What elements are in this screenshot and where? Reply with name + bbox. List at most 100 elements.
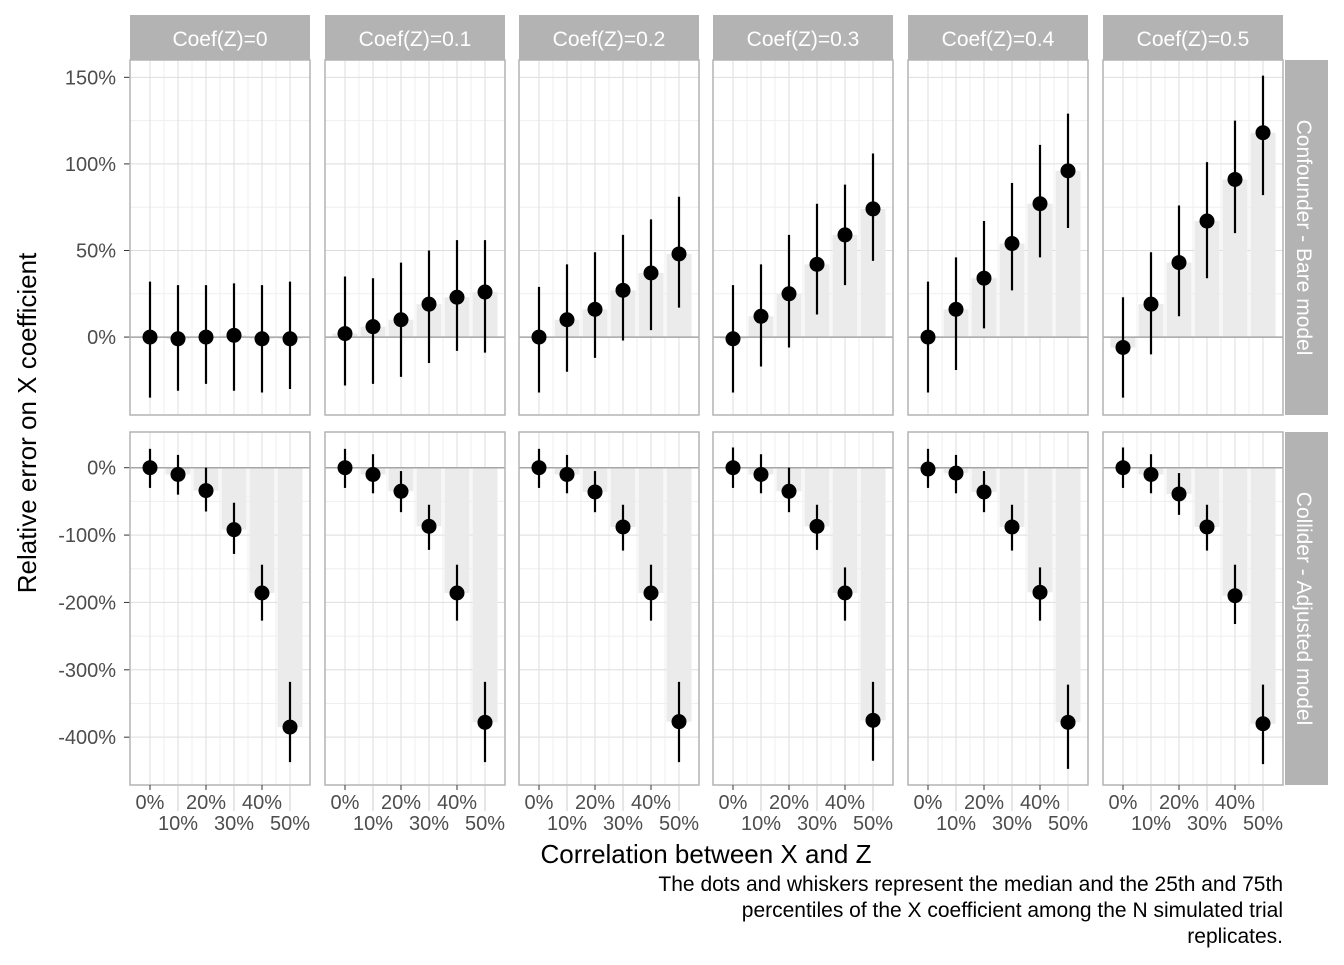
x-tick-label: 50% bbox=[1048, 813, 1088, 835]
median-point bbox=[615, 519, 631, 535]
median-point bbox=[365, 466, 381, 482]
x-tick-label: 50% bbox=[853, 813, 893, 835]
median-point bbox=[1032, 584, 1048, 600]
median-point bbox=[1171, 255, 1187, 271]
median-point bbox=[226, 522, 242, 538]
panel bbox=[129, 431, 311, 786]
x-tick-label: 30% bbox=[992, 813, 1032, 835]
caption-line-1: The dots and whiskers represent the medi… bbox=[658, 873, 1283, 896]
x-tick-label: 30% bbox=[214, 813, 254, 835]
median-point bbox=[421, 518, 437, 534]
panel bbox=[518, 59, 700, 416]
median-point bbox=[671, 246, 687, 262]
median-point bbox=[1171, 486, 1187, 502]
median-point bbox=[531, 329, 547, 345]
median-point bbox=[1199, 213, 1215, 229]
x-tick-label: 10% bbox=[547, 813, 587, 835]
median-point bbox=[142, 329, 158, 345]
median-point bbox=[948, 465, 964, 481]
median-bar bbox=[1250, 467, 1276, 724]
x-tick-label: 0% bbox=[719, 792, 748, 814]
median-point bbox=[1032, 196, 1048, 212]
caption-line-2: percentiles of the X coefficient among t… bbox=[742, 899, 1283, 922]
x-tick-label: 30% bbox=[603, 813, 643, 835]
median-point bbox=[865, 712, 881, 728]
median-point bbox=[337, 460, 353, 476]
median-point bbox=[1115, 460, 1131, 476]
column-strip bbox=[130, 15, 310, 60]
x-tick-label: 10% bbox=[1131, 813, 1171, 835]
median-point bbox=[1227, 588, 1243, 604]
median-point bbox=[559, 466, 575, 482]
x-tick-label: 0% bbox=[525, 792, 554, 814]
median-point bbox=[254, 585, 270, 601]
median-point bbox=[393, 312, 409, 328]
y-tick-label: 0% bbox=[87, 327, 116, 349]
panel bbox=[1102, 431, 1284, 786]
panel bbox=[324, 431, 506, 786]
median-point bbox=[643, 265, 659, 281]
x-tick-label: 50% bbox=[270, 813, 310, 835]
y-tick-label: 50% bbox=[76, 240, 116, 262]
y-tick-label: -300% bbox=[58, 660, 116, 682]
median-point bbox=[753, 308, 769, 324]
median-point bbox=[254, 331, 270, 347]
x-tick-label: 20% bbox=[769, 792, 809, 814]
median-point bbox=[365, 319, 381, 335]
column-strip-label: Coef(Z)=0.2 bbox=[553, 28, 666, 51]
median-point bbox=[643, 585, 659, 601]
median-point bbox=[421, 296, 437, 312]
x-tick-label: 0% bbox=[914, 792, 943, 814]
row-strip-label: Collider - Adjusted model bbox=[1292, 492, 1315, 725]
median-point bbox=[198, 329, 214, 345]
x-tick-label: 40% bbox=[631, 792, 671, 814]
x-tick-label: 40% bbox=[825, 792, 865, 814]
panel bbox=[907, 59, 1089, 416]
median-point bbox=[559, 312, 575, 328]
column-strip-label: Coef(Z)=0.4 bbox=[942, 28, 1055, 51]
median-bar bbox=[1055, 467, 1081, 723]
panel-border bbox=[1102, 431, 1284, 786]
median-point bbox=[282, 331, 298, 347]
median-point bbox=[1143, 466, 1159, 482]
y-tick-label: 0% bbox=[87, 458, 116, 480]
x-tick-label: 10% bbox=[936, 813, 976, 835]
panel-border bbox=[324, 59, 506, 416]
row-strip bbox=[1285, 60, 1328, 415]
panel bbox=[129, 59, 311, 416]
x-tick-label: 20% bbox=[964, 792, 1004, 814]
median-point bbox=[837, 585, 853, 601]
panel-border bbox=[518, 59, 700, 416]
median-point bbox=[1004, 519, 1020, 535]
panel-border bbox=[712, 59, 894, 416]
median-point bbox=[531, 460, 547, 476]
median-point bbox=[948, 301, 964, 317]
panel bbox=[324, 59, 506, 416]
x-tick-label: 40% bbox=[1215, 792, 1255, 814]
y-tick-label: -100% bbox=[58, 525, 116, 547]
column-strip-label: Coef(Z)=0.5 bbox=[1137, 28, 1250, 51]
median-point bbox=[198, 483, 214, 499]
median-point bbox=[809, 518, 825, 534]
panel bbox=[518, 431, 700, 786]
median-point bbox=[1255, 716, 1271, 732]
x-tick-label: 0% bbox=[331, 792, 360, 814]
x-tick-label: 40% bbox=[437, 792, 477, 814]
panel bbox=[712, 431, 894, 786]
panel-border bbox=[324, 431, 506, 786]
median-point bbox=[1115, 339, 1131, 355]
median-point bbox=[1199, 519, 1215, 535]
panel-border bbox=[129, 431, 311, 786]
median-point bbox=[1004, 236, 1020, 252]
median-point bbox=[976, 270, 992, 286]
panel-border bbox=[712, 431, 894, 786]
median-bar bbox=[860, 467, 886, 721]
y-tick-label: 100% bbox=[65, 154, 116, 176]
median-point bbox=[337, 326, 353, 342]
x-tick-label: 10% bbox=[158, 813, 198, 835]
column-strip bbox=[908, 15, 1088, 60]
x-tick-label: 50% bbox=[1243, 813, 1283, 835]
x-axis-title: Correlation between X and Z bbox=[541, 839, 872, 869]
median-point bbox=[449, 585, 465, 601]
median-point bbox=[477, 714, 493, 730]
